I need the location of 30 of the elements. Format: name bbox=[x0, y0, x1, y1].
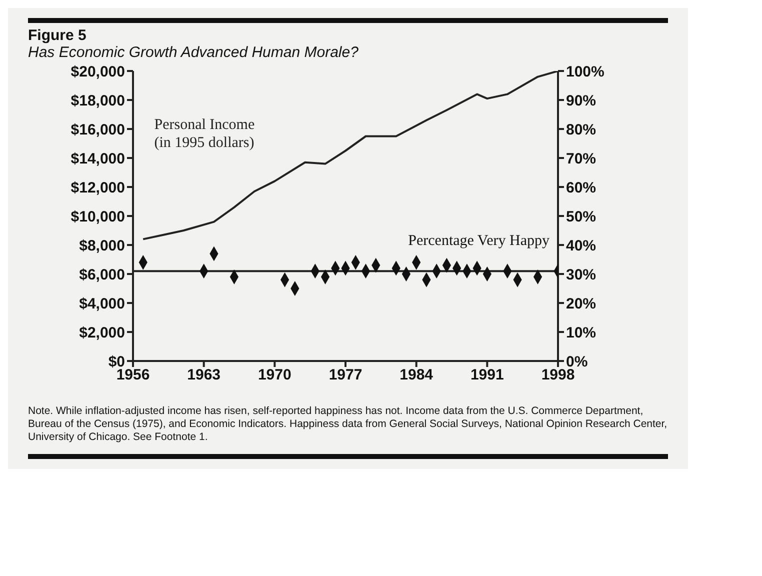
y-tick-label: $8,000 bbox=[79, 237, 125, 254]
y2-tick-label: 90% bbox=[566, 92, 596, 110]
chart-subtitle: Has Economic Growth Advanced Human Morale? bbox=[28, 44, 360, 61]
y-tick-label: $4,000 bbox=[79, 295, 125, 312]
y2-tick-label: 60% bbox=[566, 179, 596, 196]
y2-tick-label: 30% bbox=[566, 266, 596, 284]
y2-tick-label: 10% bbox=[566, 324, 596, 342]
y2-tick-label: 20% bbox=[566, 295, 596, 312]
x-tick-label: 1970 bbox=[258, 366, 292, 384]
y-tick-label: $12,000 bbox=[70, 179, 125, 196]
y-tick-label: $2,000 bbox=[79, 324, 125, 342]
y2-tick-label: 50% bbox=[566, 208, 596, 226]
x-tick-label: 1963 bbox=[187, 366, 221, 384]
x-tick-label: 1991 bbox=[470, 366, 504, 384]
y2-tick-label: 40% bbox=[566, 237, 596, 254]
y-tick-label: $16,000 bbox=[70, 121, 125, 138]
chart-title: Figure 5 bbox=[28, 27, 88, 44]
text: Note. While inflation-adjusted income has risen, self-reported happiness has not. Income data from the U.S. Commerce Department, Bureau of the Census (1975), and Economic Indicators. Happiness data from General Social Surveys, National Opinion Research Center, University of Chicago. See Footnote 1. bbox=[28, 405, 668, 444]
y-tick-label: $6,000 bbox=[79, 266, 125, 284]
y-tick-label: $20,000 bbox=[70, 63, 125, 80]
text: Personal Income (in 1995 dollars) bbox=[154, 117, 255, 151]
y-tick-label: $18,000 bbox=[70, 92, 125, 110]
x-tick-label: 1984 bbox=[400, 366, 434, 384]
y2-tick-label: 100% bbox=[566, 63, 604, 80]
series-label: Percentage Very Happy bbox=[408, 233, 550, 249]
y2-tick-label: 80% bbox=[566, 121, 596, 138]
y-tick-label: $10,000 bbox=[70, 208, 125, 226]
y2-tick-label: 70% bbox=[566, 150, 596, 168]
y-tick-label: $14,000 bbox=[70, 150, 125, 168]
x-tick-label: 1977 bbox=[328, 366, 362, 384]
